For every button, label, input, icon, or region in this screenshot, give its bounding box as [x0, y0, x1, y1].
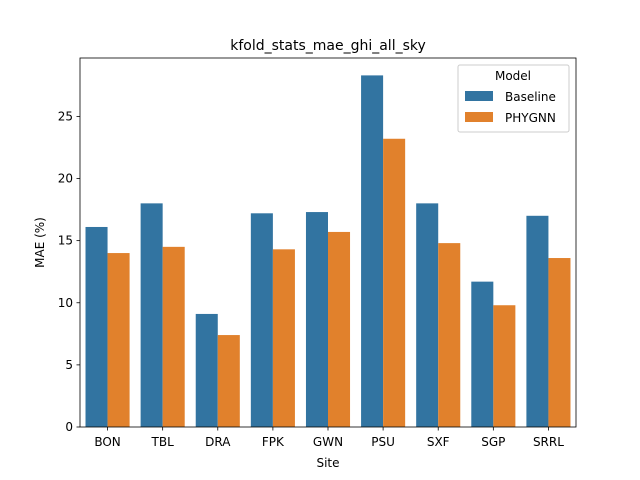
- bar-baseline-srrl: [526, 215, 549, 427]
- bar-phygnn-tbl: [162, 246, 185, 427]
- bar-baseline-sxf: [416, 203, 439, 427]
- bar-baseline-psu: [361, 75, 384, 427]
- y-axis-label: MAE (%): [33, 217, 47, 268]
- x-tick-label-fpk: FPK: [262, 435, 285, 449]
- bar-phygnn-sgp: [493, 305, 516, 427]
- y-tick-label: 25: [58, 109, 73, 123]
- x-axis: BON TBL DRA FPK GWN PSU SXF SGP SRRL: [94, 427, 564, 449]
- legend-items: Baseline PHYGNN: [465, 90, 556, 125]
- bar-phygnn-dra: [217, 335, 240, 427]
- bar-baseline-fpk: [250, 213, 273, 427]
- bar-baseline-gwn: [305, 212, 328, 427]
- bar-baseline-tbl: [140, 203, 163, 427]
- bar-phygnn-srrl: [548, 258, 571, 427]
- bar-baseline-bon: [85, 226, 108, 427]
- x-tick-label-gwn: GWN: [313, 435, 343, 449]
- x-tick-label-psu: PSU: [371, 435, 395, 449]
- legend-swatch-baseline: [465, 91, 493, 101]
- bar-phygnn-fpk: [272, 249, 295, 427]
- x-tick-label-dra: DRA: [205, 435, 231, 449]
- x-tick-label-sxf: SXF: [427, 435, 450, 449]
- legend-swatch-phygnn: [465, 112, 493, 122]
- x-tick-label-bon: BON: [94, 435, 120, 449]
- bar-baseline-dra: [195, 313, 218, 427]
- legend-title: Model: [495, 69, 531, 83]
- bar-phygnn-sxf: [438, 243, 461, 427]
- y-tick-label: 0: [65, 420, 73, 434]
- legend: Model Baseline PHYGNN: [457, 64, 570, 133]
- y-tick-label: 15: [58, 234, 73, 248]
- y-tick-label: 10: [58, 296, 73, 310]
- y-axis: 0 5 10 15 20 25: [58, 109, 80, 434]
- bar-phygnn-bon: [107, 253, 130, 427]
- x-tick-label-tbl: TBL: [151, 435, 175, 449]
- bars-group: [85, 75, 571, 427]
- x-axis-label: Site: [316, 456, 339, 470]
- y-tick-label: 20: [58, 172, 73, 186]
- bar-phygnn-gwn: [328, 231, 351, 427]
- legend-label-baseline: Baseline: [505, 90, 556, 104]
- x-tick-label-srrl: SRRL: [533, 435, 564, 449]
- y-tick-label: 5: [65, 358, 73, 372]
- x-tick-label-sgp: SGP: [481, 435, 505, 449]
- bar-baseline-sgp: [471, 281, 494, 427]
- legend-label-phygnn: PHYGNN: [505, 111, 556, 125]
- chart-title: kfold_stats_mae_ghi_all_sky: [230, 38, 426, 54]
- bar-phygnn-psu: [383, 138, 406, 427]
